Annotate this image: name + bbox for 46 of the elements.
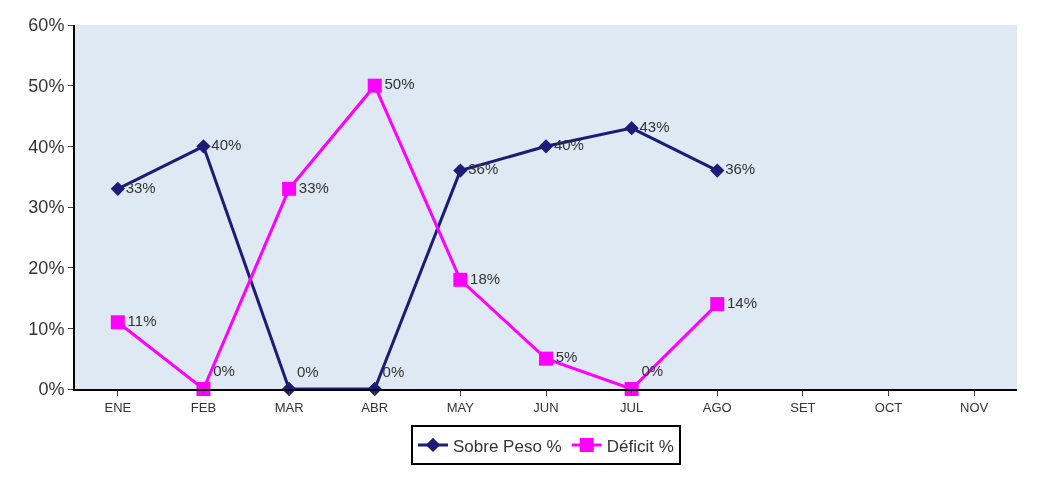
data-label: 14%: [727, 293, 758, 311]
data-label: 36%: [725, 160, 756, 178]
point: [710, 297, 725, 312]
data-label: 0%: [296, 363, 319, 381]
x-tick-label: SET: [790, 399, 816, 415]
y-tick-label: 10%: [28, 318, 65, 339]
point: [539, 351, 553, 366]
x-tick-label: JUN: [533, 399, 559, 415]
data-label: 40%: [211, 136, 242, 154]
x-tick-label: OCT: [874, 399, 903, 415]
point: [110, 181, 125, 196]
point: [196, 139, 211, 154]
data-label: 11%: [127, 312, 157, 330]
point: [282, 181, 297, 196]
y-tick-label: 40%: [28, 136, 65, 157]
point: [624, 120, 639, 136]
point: [538, 139, 554, 154]
point: [453, 163, 468, 178]
x-tick-label: ABR: [361, 399, 389, 415]
x-tick-label: NOV: [960, 399, 989, 415]
data-label: 36%: [468, 160, 499, 178]
x-tick-label: AGO: [702, 399, 732, 415]
point: [367, 78, 382, 93]
y-tick-label: 60%: [28, 15, 65, 36]
y-tick-label: 20%: [28, 257, 65, 278]
x-tick-label: MAY: [446, 399, 475, 415]
point: [453, 272, 468, 287]
x-tick-label: MAR: [274, 399, 304, 415]
data-label: 33%: [125, 178, 156, 196]
x-tick-label: FEB: [190, 399, 217, 415]
data-label: 33%: [298, 178, 329, 196]
data-label: 0%: [213, 361, 235, 379]
x-tick-label: ENE: [104, 399, 132, 415]
data-label: 43%: [639, 117, 670, 135]
data-label: 50%: [384, 75, 415, 93]
point: [110, 315, 125, 330]
legend-label: Sobre Peso %: [453, 436, 562, 456]
data-label: 0%: [382, 363, 405, 381]
data-label: 18%: [470, 269, 501, 287]
x-tick-label: JUL: [620, 399, 644, 415]
y-tick-label: 30%: [28, 197, 65, 218]
point: [710, 163, 725, 178]
legend-label: Déficit %: [606, 436, 674, 456]
data-label: 5%: [555, 348, 578, 366]
y-tick-label: 50%: [28, 75, 65, 96]
y-tick-label: 0%: [38, 379, 65, 400]
